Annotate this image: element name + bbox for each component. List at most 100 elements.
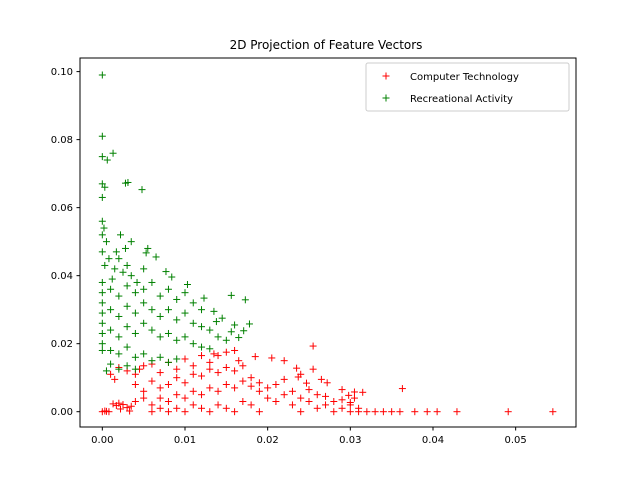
data-point: [239, 397, 247, 405]
data-point: [549, 408, 557, 416]
data-point: [98, 309, 106, 317]
data-point: [247, 401, 255, 409]
data-point: [309, 342, 317, 350]
data-point: [206, 408, 214, 416]
data-point: [98, 329, 106, 337]
data-point: [162, 268, 170, 276]
y-tick-label: 0.10: [51, 67, 73, 78]
data-point: [198, 343, 206, 351]
data-point: [102, 367, 110, 375]
data-point: [189, 362, 197, 370]
data-point: [264, 384, 272, 392]
data-point: [123, 261, 131, 269]
data-point: [189, 370, 197, 378]
data-point: [317, 375, 325, 383]
data-point: [98, 340, 106, 348]
data-point: [379, 408, 387, 416]
data-point: [206, 345, 214, 353]
data-point: [330, 408, 338, 416]
data-point: [164, 380, 172, 388]
data-point: [173, 365, 181, 373]
data-point: [156, 292, 164, 300]
data-point: [181, 309, 189, 317]
legend-marker: [382, 72, 390, 80]
data-point: [313, 391, 321, 399]
data-point: [98, 248, 106, 256]
data-point: [98, 193, 106, 201]
data-point: [152, 253, 160, 261]
data-point: [231, 346, 239, 354]
data-point: [345, 391, 353, 399]
data-point: [127, 402, 135, 410]
marks-layer: [98, 71, 557, 416]
data-point: [131, 353, 139, 361]
y-tick-label: 0.00: [51, 407, 73, 418]
data-point: [121, 244, 129, 252]
x-tick-label: 0.01: [174, 435, 196, 446]
data-point: [164, 329, 172, 337]
data-point: [119, 268, 127, 276]
data-point: [142, 249, 150, 257]
data-point: [112, 248, 120, 256]
data-point: [115, 365, 123, 373]
data-point: [156, 333, 164, 341]
data-point: [181, 355, 189, 363]
data-point: [198, 352, 206, 360]
data-point: [231, 321, 239, 329]
data-point: [241, 296, 249, 304]
plot-frame: [79, 57, 577, 428]
data-point: [247, 382, 255, 390]
data-point: [388, 408, 396, 416]
data-point: [131, 397, 139, 405]
data-point: [131, 329, 139, 337]
data-point: [111, 375, 119, 383]
data-point: [148, 306, 156, 314]
data-point: [222, 380, 230, 388]
data-point: [140, 350, 148, 358]
data-point: [210, 307, 218, 315]
data-point: [140, 387, 148, 395]
data-point: [189, 319, 197, 327]
data-point: [504, 408, 512, 416]
data-point: [173, 316, 181, 324]
data-point: [214, 387, 222, 395]
data-point: [255, 387, 263, 395]
data-point: [181, 379, 189, 387]
data-point: [272, 397, 280, 405]
data-point: [251, 353, 259, 361]
data-point: [433, 408, 441, 416]
data-point: [423, 408, 431, 416]
data-point: [131, 380, 139, 388]
data-point: [189, 401, 197, 409]
data-point: [245, 320, 253, 328]
data-point: [164, 408, 172, 416]
data-point: [293, 364, 301, 372]
data-point: [148, 408, 156, 416]
data-point: [164, 285, 172, 293]
data-point: [98, 319, 106, 327]
x-tick-label: 0.02: [257, 435, 279, 446]
data-point: [181, 333, 189, 341]
data-point: [181, 394, 189, 402]
data-point: [98, 346, 106, 354]
data-point: [235, 357, 243, 365]
data-point: [198, 306, 206, 314]
data-point: [239, 377, 247, 385]
data-point: [294, 373, 302, 381]
data-point: [231, 408, 239, 416]
data-point: [222, 404, 230, 412]
data-point: [303, 379, 311, 387]
data-point: [156, 369, 164, 377]
data-point: [350, 394, 358, 402]
data-point: [126, 407, 134, 415]
data-point: [323, 379, 331, 387]
data-point: [115, 399, 123, 407]
data-point: [198, 404, 206, 412]
chart-title: 2D Projection of Feature Vectors: [230, 38, 423, 52]
data-point: [322, 401, 330, 409]
data-point: [322, 392, 330, 400]
data-point: [173, 404, 181, 412]
data-point: [239, 362, 247, 370]
data-point: [411, 408, 419, 416]
data-point: [212, 318, 220, 326]
